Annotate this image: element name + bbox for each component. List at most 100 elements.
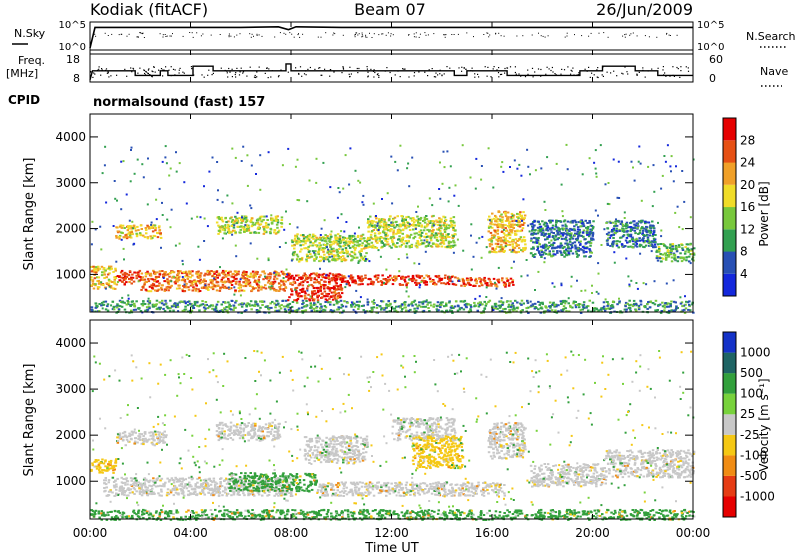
heatmap-cell (657, 250, 661, 253)
heatmap-cell (629, 310, 632, 312)
nave-point (108, 76, 110, 78)
heatmap-cell (383, 244, 386, 247)
heatmap-cell (481, 303, 484, 306)
heatmap-cell (320, 278, 323, 281)
heatmap-cell (330, 279, 333, 282)
heatmap-cell (435, 234, 438, 236)
heatmap-cell (491, 247, 494, 250)
heatmap-cell (226, 273, 229, 276)
nave-point (527, 73, 529, 75)
heatmap-cell (560, 251, 563, 254)
heatmap-cell (181, 279, 184, 282)
heatmap-cell (381, 274, 384, 277)
heatmap-cell (426, 235, 429, 238)
heatmap-cell (270, 214, 273, 217)
nsearch-point (540, 35, 542, 37)
heatmap-cell (304, 292, 307, 295)
heatmap-cell (626, 233, 629, 236)
heatmap-cell (504, 237, 507, 240)
heatmap-cell (360, 256, 363, 259)
heatmap-cell (403, 303, 407, 306)
heatmap-cell (669, 303, 672, 305)
heatmap-cell (542, 223, 546, 226)
heatmap-cell (387, 304, 390, 306)
heatmap-cell (306, 254, 309, 257)
heatmap-cell (257, 280, 260, 283)
heatmap-cell (259, 218, 262, 221)
heatmap-cell (356, 241, 359, 244)
heatmap-cell (332, 276, 336, 279)
heatmap-cell (293, 310, 297, 312)
heatmap-cell (442, 215, 445, 218)
heatmap-cell (367, 230, 370, 233)
heatmap-cell (592, 226, 595, 228)
heatmap-cell (588, 248, 591, 251)
heatmap-cell (404, 225, 407, 227)
heatmap-cell (348, 246, 352, 249)
heatmap-cell (120, 208, 123, 211)
heatmap-cell (283, 273, 286, 276)
heatmap-cell (271, 281, 274, 284)
heatmap-cell (427, 307, 430, 309)
heatmap-cell (243, 309, 247, 312)
heatmap-cell (320, 239, 324, 242)
heatmap-cell (101, 271, 104, 274)
heatmap-cell (420, 235, 423, 237)
heatmap-cell (212, 270, 216, 273)
heatmap-cell (245, 219, 249, 222)
heatmap-cell (617, 160, 620, 163)
heatmap-cell (508, 248, 512, 251)
heatmap-cell (242, 285, 245, 288)
heatmap-cell (680, 256, 683, 259)
heatmap-cell (552, 237, 556, 240)
heatmap-cell (443, 277, 447, 279)
nave-point (552, 71, 554, 73)
heatmap-cell (511, 302, 514, 305)
heatmap-cell (106, 309, 110, 312)
heatmap-cell (244, 273, 247, 276)
heatmap-cell (345, 283, 348, 286)
heatmap-cell (254, 287, 257, 290)
heatmap-cell (250, 219, 253, 222)
nave-point (554, 73, 556, 75)
heatmap-cell (293, 299, 296, 302)
nave-point (672, 74, 674, 76)
heatmap-cell (326, 250, 330, 253)
heatmap-cell (139, 276, 142, 278)
heatmap-cell (538, 251, 541, 254)
heatmap-cell (647, 240, 650, 243)
heatmap-cell (450, 223, 454, 226)
heatmap-cell (350, 236, 353, 238)
heatmap-cell (116, 230, 120, 233)
heatmap-cell (381, 218, 384, 221)
heatmap-cell (548, 253, 552, 256)
heatmap-cell (566, 232, 569, 235)
heatmap-cell (108, 267, 111, 270)
nave-point (577, 74, 579, 76)
heatmap-cell (233, 286, 236, 289)
heatmap-cell (661, 174, 664, 177)
heatmap-cell (322, 256, 326, 259)
heatmap-cell (243, 229, 247, 231)
heatmap-cell (511, 243, 514, 246)
heatmap-cell (369, 282, 373, 285)
heatmap-cell (536, 232, 540, 235)
heatmap-cell (455, 300, 458, 303)
heatmap-cell (283, 308, 287, 311)
heatmap-cell (147, 303, 150, 306)
heatmap-cell (191, 289, 194, 292)
heatmap-cell (431, 204, 434, 207)
heatmap-cell (214, 276, 217, 278)
heatmap-cell (135, 274, 138, 277)
heatmap-cell (226, 226, 229, 229)
heatmap-cell (397, 238, 399, 241)
heatmap-cell (167, 283, 170, 286)
heatmap-cell (544, 225, 547, 228)
heatmap-cell (135, 277, 138, 280)
heatmap-cell (291, 309, 295, 312)
heatmap-cell (282, 288, 285, 291)
heatmap-cell (292, 240, 296, 243)
heatmap-cell (412, 278, 415, 281)
heatmap-cell (502, 228, 505, 231)
heatmap-cell (493, 302, 497, 305)
